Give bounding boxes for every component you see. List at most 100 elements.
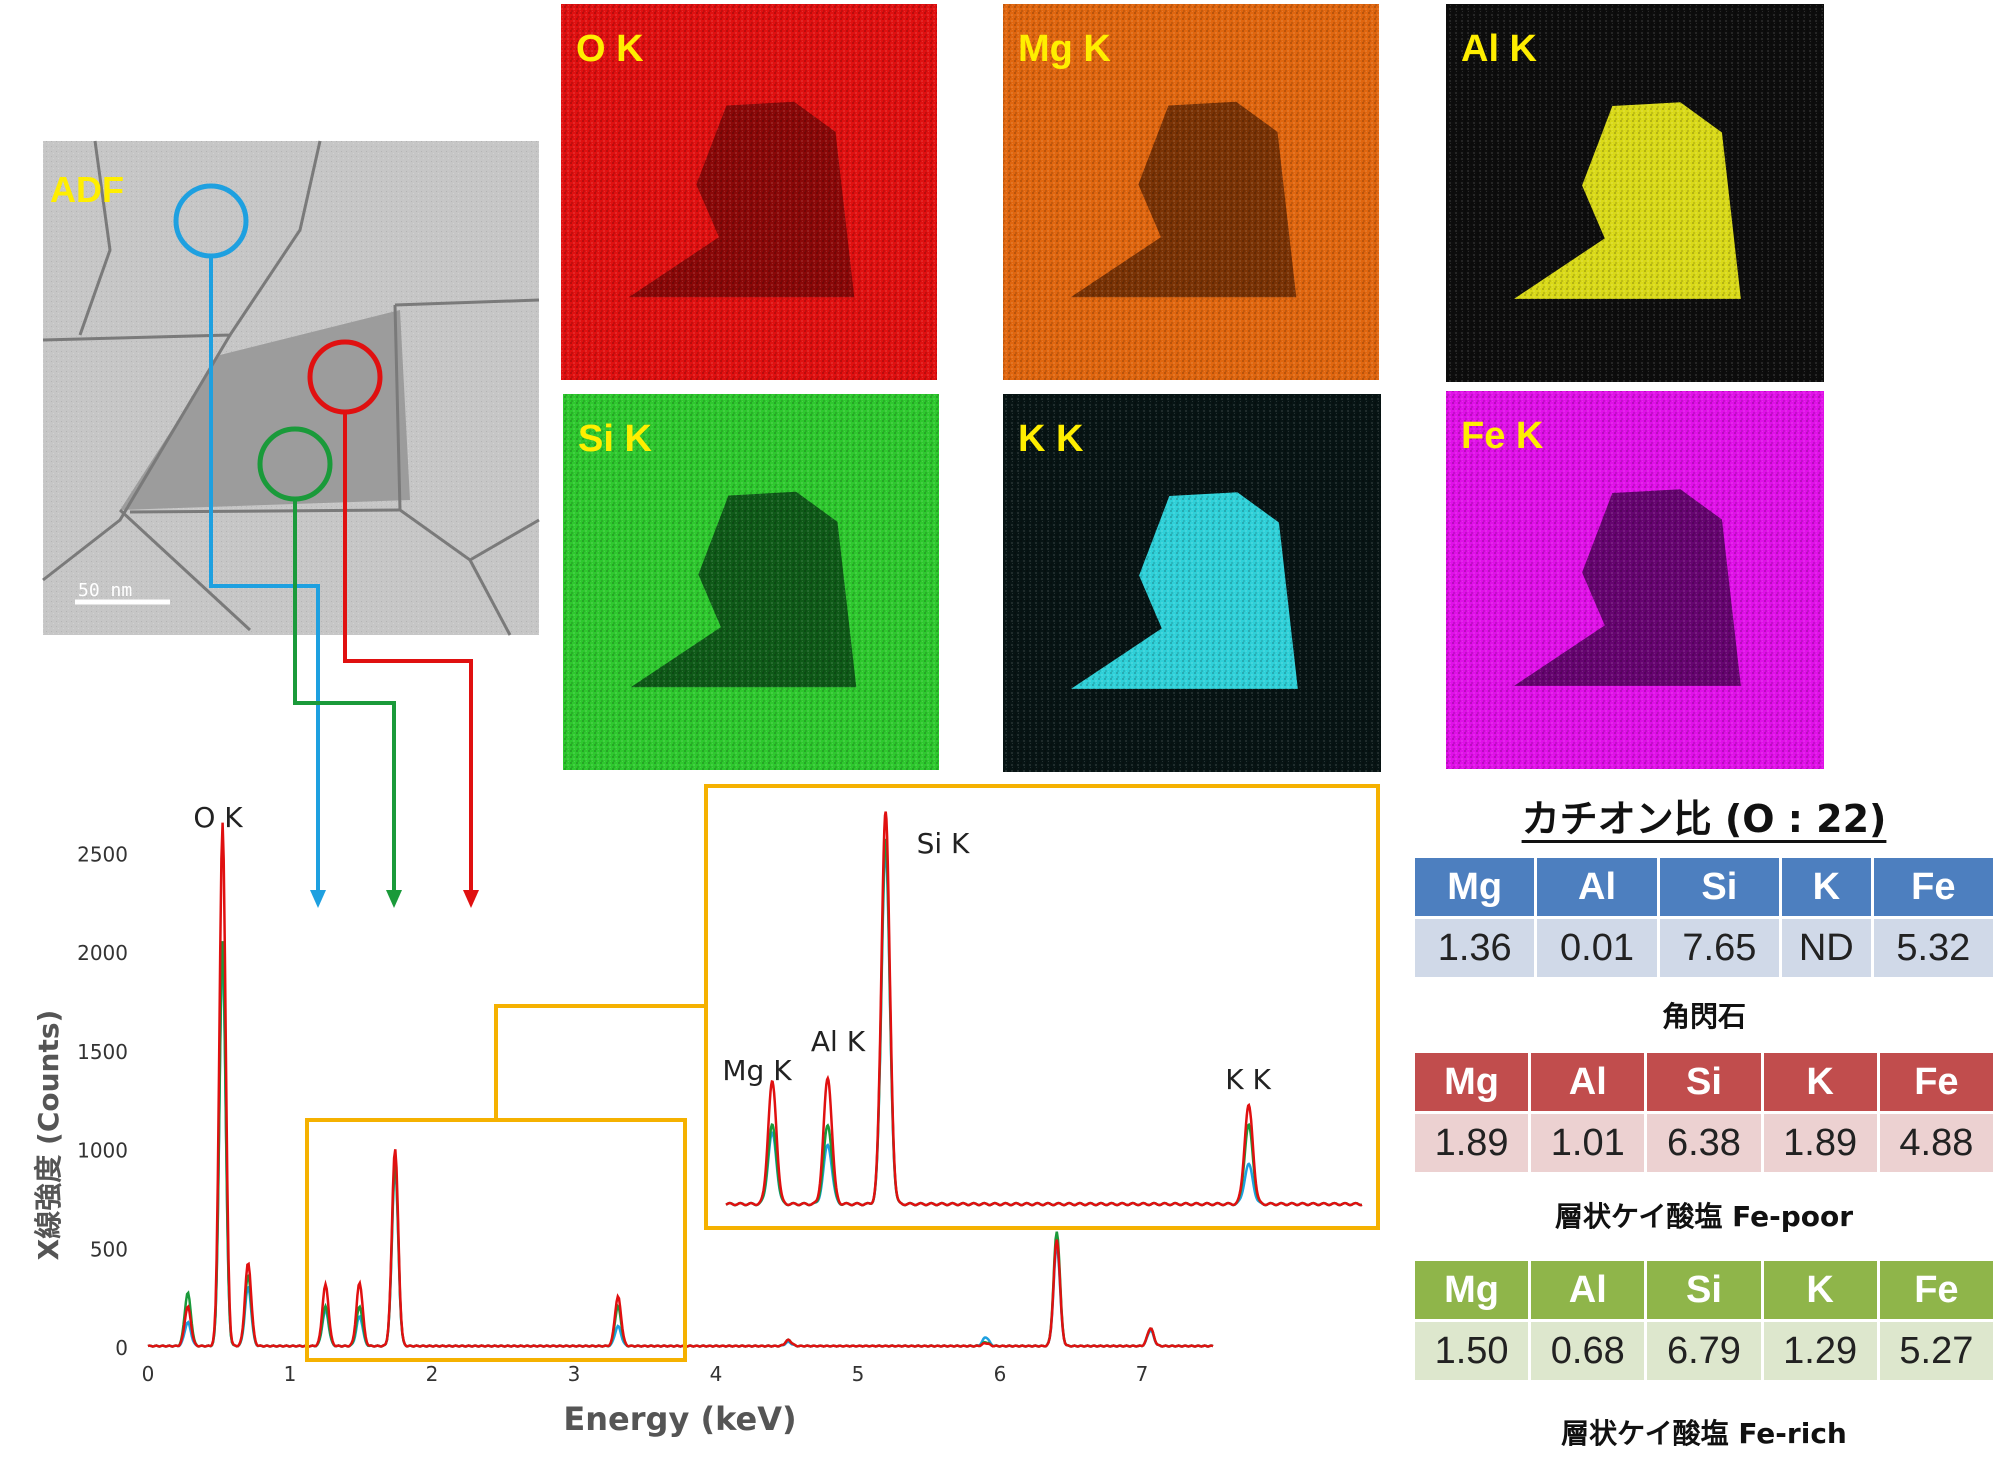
inset-k-k-label: K K [1225,1063,1271,1096]
fe-rich-caption: 層状ケイ酸塩 Fe-rich [1561,1417,1847,1450]
y-tick-label: 0 [115,1336,128,1360]
adf-image: ADF 50 nm [42,140,540,636]
map-texture [1446,391,1824,769]
elemental-maps: O K Mg K Al K Si K K K Fe K [561,4,1824,772]
x-tick-label: 5 [852,1362,865,1386]
blue-connector [209,256,320,895]
fe-rich-header-al: Al [1531,1261,1645,1319]
y-axis-label: X線強度 (Counts) [32,1010,65,1261]
o-k-label: O K [193,801,243,834]
amphibole-header-al: Al [1537,858,1657,916]
x-tick-label: 6 [994,1362,1007,1386]
fe-rich-header-fe: Fe [1879,1261,1993,1319]
fe-rich-header-mg: Mg [1415,1261,1529,1319]
amphibole-header-k: K [1782,858,1871,916]
fe-poor-header-mg: Mg [1415,1053,1529,1111]
x-tick-label: 7 [1136,1362,1149,1386]
fe-rich-value-al: 0.68 [1531,1322,1645,1380]
inset-al-k-label: Al K [811,1025,866,1058]
fe-poor-table: Mg Al Si K Fe 1.89 1.01 6.38 1.89 4.88 [1412,1050,1996,1175]
cation-ratio-title: カチオン比 (O : 22) [1521,797,1887,841]
fe-rich-header-k: K [1763,1261,1877,1319]
fe-poor-caption: 層状ケイ酸塩 Fe-poor [1554,1200,1854,1233]
fe-poor-value-al: 1.01 [1531,1114,1645,1172]
map-fe-k: Fe K [1446,391,1824,769]
y-tick-label: 1000 [77,1139,128,1163]
zoom-connector [494,1004,706,1120]
blue-arrowhead [310,890,326,908]
map-mg-k: Mg K [1003,4,1379,380]
x-tick-label: 0 [142,1362,155,1386]
map-texture [1003,394,1381,772]
x-tick-label: 2 [426,1362,439,1386]
amphibole-header-fe: Fe [1873,858,1993,916]
inset-si-k-label: Si K [917,827,970,860]
scale-bar-label: 50 nm [78,580,132,601]
x-tick-label: 4 [710,1362,723,1386]
amphibole-value-k: ND [1782,919,1871,977]
map-label: Mg K [1018,28,1111,70]
x-axis-label: Energy (keV) [563,1400,796,1438]
y-tick-label: 2500 [77,842,128,866]
fe-poor-value-k: 1.89 [1763,1114,1877,1172]
adf-grain-boundaries [42,140,540,636]
map-texture [563,394,939,770]
x-tick-label: 3 [568,1362,581,1386]
y-tick-label: 500 [90,1237,128,1261]
inset-mg-k-label: Mg K [722,1054,792,1087]
map-al-k: Al K [1446,4,1824,382]
spectrum-series-red [147,822,1214,1348]
fe-rich-value-mg: 1.50 [1415,1322,1529,1380]
y-tick-label: 1500 [77,1040,128,1064]
map-texture [1003,4,1379,380]
amphibole-value-si: 7.65 [1659,919,1780,977]
fe-poor-header-si: Si [1647,1053,1761,1111]
y-tick-label: 2000 [77,941,128,965]
red-arrowhead [463,890,479,908]
amphibole-value-mg: 1.36 [1415,919,1535,977]
fe-rich-table: Mg Al Si K Fe 1.50 0.68 6.79 1.29 5.27 [1412,1258,1996,1383]
amphibole-table: Mg Al Si K Fe 1.36 0.01 7.65 ND 5.32 [1412,855,1996,980]
red-connector [343,412,473,895]
fe-rich-header-si: Si [1647,1261,1761,1319]
fe-poor-header-k: K [1763,1053,1877,1111]
inset-frame [704,784,1380,1230]
fe-poor-value-fe: 4.88 [1879,1114,1993,1172]
map-label: K K [1018,418,1084,460]
amphibole-caption: 角閃石 [1661,1000,1746,1033]
adf-label: ADF [50,169,124,210]
amphibole-header-mg: Mg [1415,858,1535,916]
map-label: Fe K [1461,415,1544,457]
map-texture [561,4,937,380]
map-label: Si K [578,418,652,460]
fe-poor-value-row: 1.89 1.01 6.38 1.89 4.88 [1415,1114,1993,1172]
adf-phyllosilicate-region [120,310,410,510]
map-label: Al K [1461,28,1538,70]
fe-rich-value-k: 1.29 [1763,1322,1877,1380]
amphibole-value-fe: 5.32 [1873,919,1993,977]
fe-poor-value-si: 6.38 [1647,1114,1761,1172]
inset-series-red [725,811,1363,1207]
fe-rich-value-si: 6.79 [1647,1322,1761,1380]
inset-spectrum: Mg K Al K Si K K K [704,784,1380,1230]
fe-poor-header-row: Mg Al Si K Fe [1415,1053,1993,1111]
map-texture [1446,4,1824,382]
map-k-k: K K [1003,394,1381,772]
fe-rich-value-row: 1.50 0.68 6.79 1.29 5.27 [1415,1322,1993,1380]
fe-poor-header-fe: Fe [1879,1053,1993,1111]
amphibole-value-row: 1.36 0.01 7.65 ND 5.32 [1415,919,1993,977]
eds-spectrum-chart: X線強度 (Counts) Energy (keV) O K 0 1 2 3 4 5 6 7 0… [32,801,1214,1438]
amphibole-header-si: Si [1659,858,1780,916]
fe-poor-value-mg: 1.89 [1415,1114,1529,1172]
x-tick-label: 1 [284,1362,297,1386]
amphibole-header-row: Mg Al Si K Fe [1415,858,1993,916]
map-label: O K [576,28,644,70]
green-arrowhead [386,890,402,908]
amphibole-value-al: 0.01 [1537,919,1657,977]
map-o-k: O K [561,4,937,380]
fe-poor-header-al: Al [1531,1053,1645,1111]
fe-rich-value-fe: 5.27 [1879,1322,1993,1380]
map-si-k: Si K [563,394,939,770]
connector-lines [209,256,479,908]
